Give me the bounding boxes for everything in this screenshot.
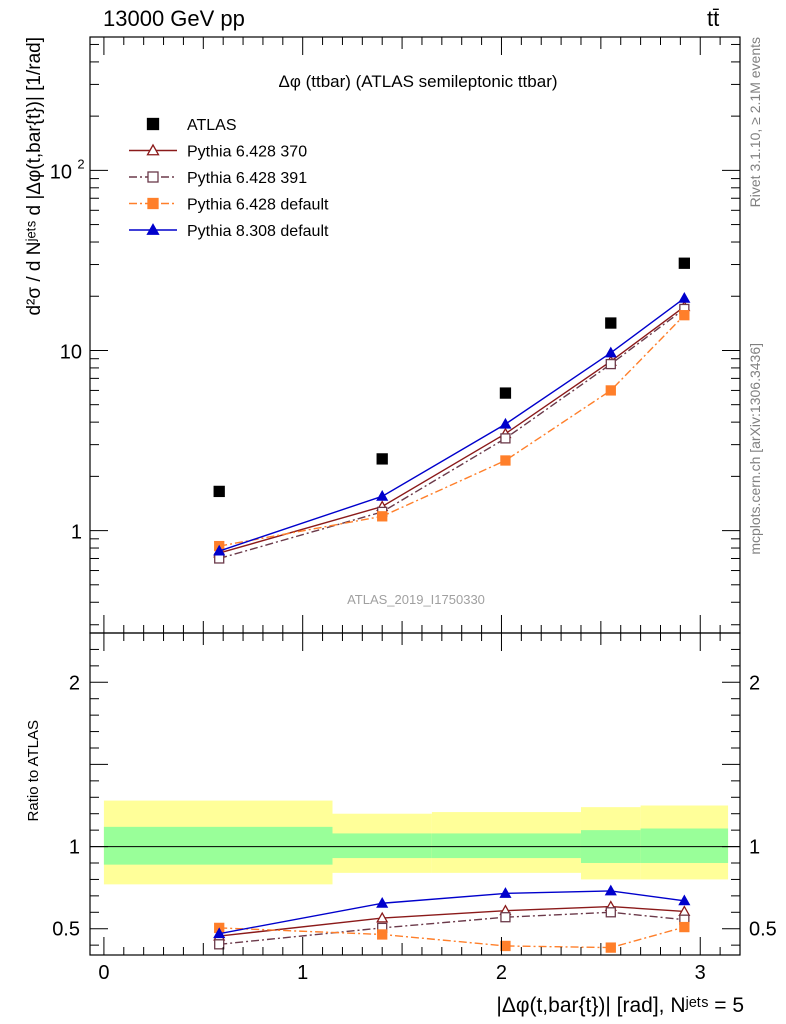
main-point-py8_default xyxy=(678,291,691,303)
main-point-py8_default xyxy=(499,417,512,429)
ratio-point-py6_default xyxy=(605,942,616,953)
main-y-tick-label: 1 xyxy=(71,522,82,544)
legend-label-py6_391: Pythia 6.428 391 xyxy=(187,170,307,187)
legend-marker-py6_370 xyxy=(146,143,160,156)
ratio-point-py6_default xyxy=(679,921,690,933)
ratio-point-py8_default xyxy=(376,896,389,908)
ratio-point-py6_370 xyxy=(376,911,389,923)
legend-marker-py8_default xyxy=(146,223,160,235)
axis-labels: Δφ (ttbar) (ATLAS semileptonic ttbar) AT… xyxy=(24,37,763,1017)
legend: ATLAS Pythia 6.428 370 Pythia 6.428 391 Pyt… xyxy=(129,117,329,240)
main-point-atlas xyxy=(605,317,617,329)
legend-marker-py6_391 xyxy=(147,171,159,183)
main-point-atlas xyxy=(376,453,388,465)
x-tick-label: 0 xyxy=(98,962,109,984)
ratio-point-py6_391 xyxy=(605,907,616,918)
x-tick-label: 2 xyxy=(496,962,507,984)
ratio-point-py6_391 xyxy=(214,939,225,950)
main-point-py6_default xyxy=(605,385,616,396)
main-line-py6_370 xyxy=(219,306,685,554)
ratio-y-tick-label-right: 0.5 xyxy=(749,919,777,941)
axes-frames xyxy=(89,36,741,956)
main-point-py8_default xyxy=(604,346,617,358)
ratio-point-py6_default xyxy=(500,940,511,952)
main-point-atlas xyxy=(678,257,690,269)
main-point-py6_391 xyxy=(605,358,616,370)
main-y-axis-label: d²σ / d Nʲᵉᵗˢ d |Δφ(t,bar{t})| [1/rad] xyxy=(24,37,45,316)
ratio-y-tick-label: 0.5 xyxy=(52,919,80,941)
ratio-point-py8_default xyxy=(604,884,617,896)
x-tick-label: 1 xyxy=(297,962,308,984)
x-axis-label: |Δφ(t,bar{t})| [rad], Nʲᵉᵗˢ = 5 xyxy=(496,994,744,1017)
uncertainty-band-inner xyxy=(640,828,729,863)
ratio-y-tick-label: 2 xyxy=(69,672,80,694)
main-y-tick-label: 10 xyxy=(60,341,82,363)
plot-title: Δφ (ttbar) (ATLAS semileptonic ttbar) xyxy=(278,72,557,91)
main-point-py6_default xyxy=(500,455,511,466)
main-point-atlas xyxy=(499,387,512,399)
legend-label-py6_370: Pythia 6.428 370 xyxy=(187,144,307,161)
ratio-point-py8_default xyxy=(678,894,691,906)
ratio-y-tick-label-right: 1 xyxy=(749,837,760,859)
x-tick-label: 3 xyxy=(695,962,706,984)
main-point-py8_default xyxy=(213,544,226,556)
ratio-y-tick-label: 1 xyxy=(69,837,80,859)
ratio-point-py6_default xyxy=(377,929,388,940)
legend-label-atlas: ATLAS xyxy=(187,117,237,134)
main-line-py8_default xyxy=(218,297,685,552)
legend-marker-atlas xyxy=(146,117,160,131)
main-series xyxy=(213,257,691,564)
ratio-y-axis-label: Ratio to ATLAS xyxy=(25,720,42,821)
ratio-panel-frame xyxy=(89,632,741,956)
main-line-py6_391 xyxy=(219,308,685,560)
ratio-line-py6_default xyxy=(219,926,685,949)
ratio-point-py6_391 xyxy=(500,912,511,923)
uncertainty-bands xyxy=(103,800,729,885)
legend-label-py6_default: Pythia 6.428 default xyxy=(187,197,329,214)
mcplots-note: mcplots.cern.ch [arXiv:1306.3436] xyxy=(747,343,763,555)
uncertainty-band-inner xyxy=(431,833,581,859)
ratio-line-py6_391 xyxy=(219,911,685,946)
analysis-watermark: ATLAS_2019_I1750330 xyxy=(347,592,485,607)
rivet-note: Rivet 3.1.10, ≥ 2.1M events xyxy=(747,37,763,207)
uncertainty-band-inner xyxy=(103,826,333,865)
ratio-point-py8_default xyxy=(499,887,512,898)
axis-ticks: 1 10 10 2 0 1 2 3 0.5 0.5 1 1 2 2 xyxy=(50,37,777,984)
process-label: tt̄ xyxy=(707,6,720,31)
main-point-py6_default xyxy=(679,310,690,321)
legend-label-py8_default: Pythia 8.308 default xyxy=(187,223,329,240)
ratio-y-tick-label-right: 2 xyxy=(749,672,760,694)
legend-marker-py6_default xyxy=(147,197,159,210)
uncertainty-band-inner xyxy=(332,833,432,859)
main-y-tick-label: 10 xyxy=(50,161,72,183)
main-y-tick-label-exponent: 2 xyxy=(77,156,84,171)
ratio-series xyxy=(213,884,691,953)
main-point-atlas xyxy=(213,485,225,498)
ratio-point-py8_default xyxy=(213,927,226,939)
main-point-py6_default xyxy=(377,511,388,522)
main-point-py6_391 xyxy=(500,433,511,444)
main-point-py8_default xyxy=(376,490,389,501)
energy-label: 13000 GeV pp xyxy=(103,6,245,31)
